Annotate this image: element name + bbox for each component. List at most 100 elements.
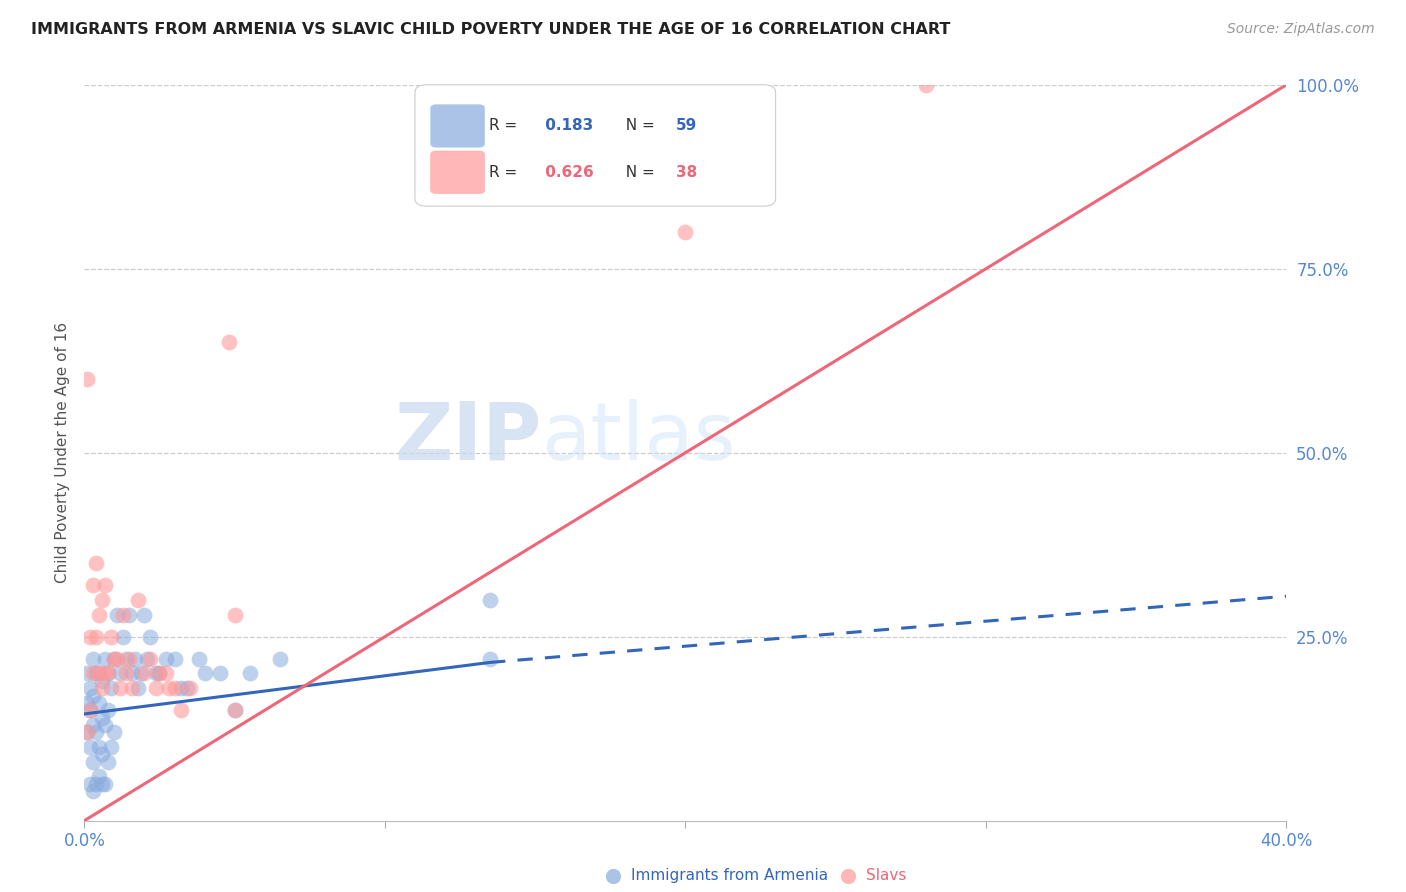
- Point: [169, 703, 191, 717]
- Point: [110, 681, 132, 696]
- Point: [155, 666, 177, 681]
- Point: [89, 666, 111, 681]
- Text: Immigrants from Armenia: Immigrants from Armenia: [631, 868, 828, 883]
- FancyBboxPatch shape: [430, 151, 485, 194]
- Point: [76, 725, 98, 739]
- Point: [79, 703, 101, 717]
- Text: N =: N =: [616, 165, 659, 180]
- Point: [208, 666, 231, 681]
- Point: [76, 666, 98, 681]
- Point: [89, 696, 111, 710]
- Point: [269, 651, 291, 665]
- Point: [915, 78, 938, 92]
- Point: [239, 666, 262, 681]
- Point: [89, 666, 111, 681]
- Point: [134, 607, 156, 622]
- Point: [139, 651, 162, 665]
- Point: [479, 651, 502, 665]
- Point: [224, 703, 246, 717]
- Point: [97, 703, 120, 717]
- Text: IMMIGRANTS FROM ARMENIA VS SLAVIC CHILD POVERTY UNDER THE AGE OF 16 CORRELATION : IMMIGRANTS FROM ARMENIA VS SLAVIC CHILD …: [31, 22, 950, 37]
- Point: [82, 578, 104, 592]
- Point: [179, 681, 201, 696]
- Point: [91, 673, 114, 688]
- Point: [224, 607, 246, 622]
- Point: [100, 681, 122, 696]
- Point: [115, 651, 138, 665]
- Point: [139, 630, 162, 644]
- Point: [91, 681, 114, 696]
- Point: [82, 755, 104, 769]
- Point: [86, 777, 108, 791]
- Point: [1395, 869, 1406, 883]
- Point: [91, 710, 114, 724]
- Text: N =: N =: [616, 119, 659, 134]
- FancyBboxPatch shape: [415, 85, 776, 206]
- Text: ZIP: ZIP: [394, 399, 541, 477]
- Text: atlas: atlas: [541, 399, 735, 477]
- Point: [121, 681, 143, 696]
- Point: [163, 651, 186, 665]
- Point: [103, 651, 125, 665]
- Point: [112, 607, 135, 622]
- Text: R =: R =: [489, 119, 523, 134]
- Point: [121, 666, 143, 681]
- Point: [82, 784, 104, 798]
- Point: [155, 651, 177, 665]
- Point: [89, 607, 111, 622]
- Point: [107, 607, 129, 622]
- Point: [218, 335, 240, 350]
- Point: [86, 556, 108, 570]
- Point: [89, 740, 111, 755]
- Point: [91, 747, 114, 762]
- Point: [115, 666, 138, 681]
- Point: [79, 630, 101, 644]
- Point: [82, 666, 104, 681]
- Point: [194, 666, 217, 681]
- Point: [94, 651, 117, 665]
- Point: [94, 666, 117, 681]
- Text: Source: ZipAtlas.com: Source: ZipAtlas.com: [1227, 22, 1375, 37]
- Point: [187, 651, 209, 665]
- Point: [79, 703, 101, 717]
- Point: [79, 681, 101, 696]
- Point: [169, 681, 191, 696]
- Point: [94, 578, 117, 592]
- Point: [82, 689, 104, 703]
- Point: [94, 718, 117, 732]
- Point: [112, 630, 135, 644]
- Point: [91, 593, 114, 607]
- Point: [94, 777, 117, 791]
- Point: [86, 666, 108, 681]
- Text: 59: 59: [676, 119, 697, 134]
- Point: [89, 769, 111, 784]
- Point: [79, 740, 101, 755]
- Text: R =: R =: [489, 165, 523, 180]
- Point: [148, 666, 170, 681]
- Point: [131, 666, 153, 681]
- Point: [100, 630, 122, 644]
- Point: [124, 651, 146, 665]
- Point: [103, 651, 125, 665]
- Point: [97, 666, 120, 681]
- FancyBboxPatch shape: [430, 104, 485, 147]
- Point: [86, 630, 108, 644]
- Point: [76, 372, 98, 386]
- Point: [479, 593, 502, 607]
- Point: [127, 593, 149, 607]
- Point: [136, 651, 159, 665]
- Point: [224, 703, 246, 717]
- Point: [134, 666, 156, 681]
- Point: [91, 777, 114, 791]
- Point: [103, 725, 125, 739]
- Point: [82, 718, 104, 732]
- Point: [97, 666, 120, 681]
- Point: [127, 681, 149, 696]
- Text: 0.626: 0.626: [540, 165, 593, 180]
- Point: [163, 681, 186, 696]
- Point: [148, 666, 170, 681]
- Y-axis label: Child Poverty Under the Age of 16: Child Poverty Under the Age of 16: [55, 322, 70, 583]
- Point: [97, 755, 120, 769]
- Point: [82, 651, 104, 665]
- Text: 38: 38: [676, 165, 697, 180]
